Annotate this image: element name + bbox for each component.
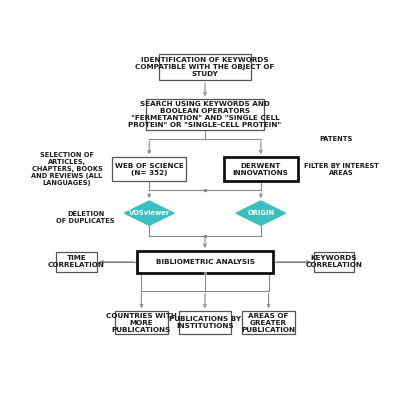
FancyBboxPatch shape — [314, 252, 354, 272]
Text: ORIGIN: ORIGIN — [247, 210, 274, 216]
Text: IDENTIFICATION OF KEYWORDS
COMPATIBLE WITH THE OBJECT OF
STUDY: IDENTIFICATION OF KEYWORDS COMPATIBLE WI… — [135, 57, 275, 77]
FancyBboxPatch shape — [158, 54, 252, 80]
Text: SELECTION OF
ARTICLES,
CHAPTERS, BOOKS
AND REVIEWS (ALL
LANGUAGES): SELECTION OF ARTICLES, CHAPTERS, BOOKS A… — [32, 152, 103, 186]
Text: FILTER BY INTEREST
AREAS: FILTER BY INTEREST AREAS — [304, 163, 379, 175]
Text: PUBLICATIONS BY
INSTITUTIONS: PUBLICATIONS BY INSTITUTIONS — [169, 316, 241, 329]
FancyBboxPatch shape — [137, 251, 273, 273]
FancyBboxPatch shape — [224, 157, 298, 181]
FancyBboxPatch shape — [56, 252, 96, 272]
Polygon shape — [124, 201, 174, 225]
Text: WEB OF SCIENCE
(N= 352): WEB OF SCIENCE (N= 352) — [115, 163, 184, 175]
Text: BIBLIOMETRIC ANALYSIS: BIBLIOMETRIC ANALYSIS — [156, 259, 254, 265]
FancyBboxPatch shape — [179, 311, 231, 334]
Text: DERWENT
INNOVATIONS: DERWENT INNOVATIONS — [233, 163, 289, 175]
FancyBboxPatch shape — [242, 311, 295, 334]
FancyBboxPatch shape — [146, 99, 264, 130]
Text: KEYWORDS
CORRELATION: KEYWORDS CORRELATION — [305, 255, 362, 268]
Text: PATENTS: PATENTS — [320, 135, 353, 142]
Text: COUNTRIES WITH
MORE
PUBLICATIONS: COUNTRIES WITH MORE PUBLICATIONS — [106, 313, 177, 333]
Text: TIME
CORRELATION: TIME CORRELATION — [48, 255, 105, 268]
Text: VOSviewer: VOSviewer — [129, 210, 170, 216]
Text: DELETION
OF DUPLICATES: DELETION OF DUPLICATES — [56, 211, 115, 224]
Text: AREAS OF
GREATER
PUBLICATION: AREAS OF GREATER PUBLICATION — [242, 313, 296, 333]
FancyBboxPatch shape — [112, 157, 186, 181]
Text: SEARCH USING KEYWORDS AND
BOOLEAN OPERATORS
"FERMETANTION" AND "SINGLE CELL
PROT: SEARCH USING KEYWORDS AND BOOLEAN OPERAT… — [128, 101, 282, 128]
Polygon shape — [236, 201, 286, 225]
FancyBboxPatch shape — [115, 311, 168, 334]
